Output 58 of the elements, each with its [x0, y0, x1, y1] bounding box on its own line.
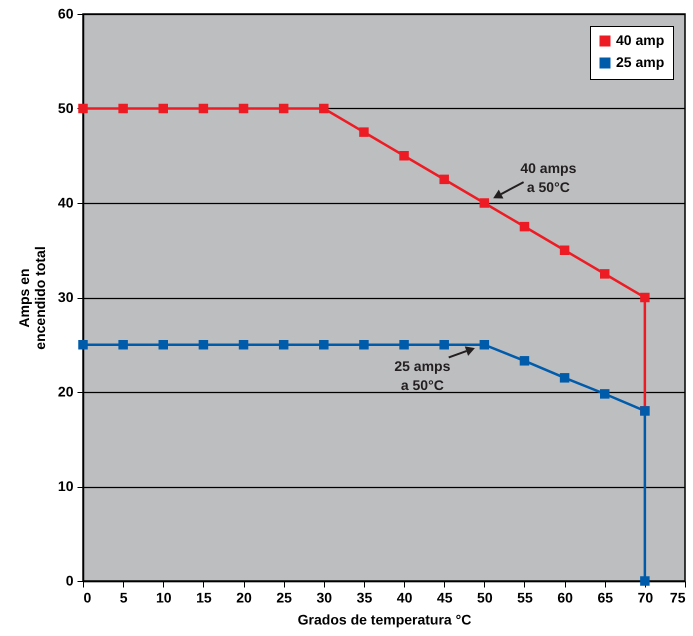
x-tick-label: 50 [477, 590, 493, 606]
point [238, 104, 248, 114]
x-tick-label: 70 [638, 590, 654, 606]
point [600, 389, 610, 399]
x-tick-label: 55 [517, 590, 533, 606]
point [640, 576, 650, 586]
x-tick-label: 10 [156, 590, 172, 606]
y-tick-label: 50 [58, 100, 74, 116]
point [118, 104, 128, 114]
point [439, 174, 449, 184]
x-tick-label: 40 [396, 590, 413, 606]
x-tick-label: 20 [236, 590, 252, 606]
point [359, 340, 369, 350]
point [78, 340, 88, 350]
x-tick-label: 65 [597, 590, 614, 606]
point [439, 340, 449, 350]
annotation: 25 amps a 50°C [394, 358, 451, 393]
y-tick-label: 60 [58, 6, 74, 22]
y-tick-label: 20 [58, 384, 74, 400]
point [480, 340, 490, 350]
point [359, 127, 369, 137]
point [480, 198, 490, 208]
x-axis-title: Grados de temperatura °C [298, 612, 472, 628]
point [278, 104, 288, 114]
point [278, 340, 288, 350]
x-tick-label: 15 [196, 590, 212, 606]
point [198, 104, 208, 114]
point [560, 373, 570, 383]
point [399, 151, 409, 160]
x-tick-label: 5 [120, 590, 128, 606]
x-tick-label: 60 [557, 590, 574, 606]
y-axis-title: Amps en encendido total [16, 246, 48, 350]
point [198, 340, 208, 350]
point [560, 246, 570, 255]
point [319, 104, 329, 114]
x-tick-label: 35 [356, 590, 372, 606]
point [399, 340, 409, 350]
point [520, 222, 530, 232]
y-tick-label: 10 [58, 478, 74, 494]
annotation: 40 amps a 50°C [520, 160, 577, 195]
x-tick-label: 25 [276, 590, 292, 606]
point [118, 340, 128, 350]
y-tick-label: 30 [58, 289, 74, 305]
point [238, 340, 248, 350]
point [319, 340, 329, 350]
point [520, 356, 530, 366]
y-tick-label: 0 [66, 572, 74, 588]
point [158, 340, 168, 350]
x-tick-label: 75 [670, 590, 686, 606]
legend-label: 25 amp [616, 54, 664, 70]
legend-label: 40 amp [616, 32, 664, 48]
x-tick-label: 45 [436, 590, 453, 606]
point [640, 292, 650, 302]
y-tick-label: 40 [58, 194, 74, 210]
point [158, 104, 168, 114]
x-tick-label: 0 [84, 590, 92, 606]
point [600, 269, 610, 279]
x-tick-label: 30 [316, 590, 332, 606]
